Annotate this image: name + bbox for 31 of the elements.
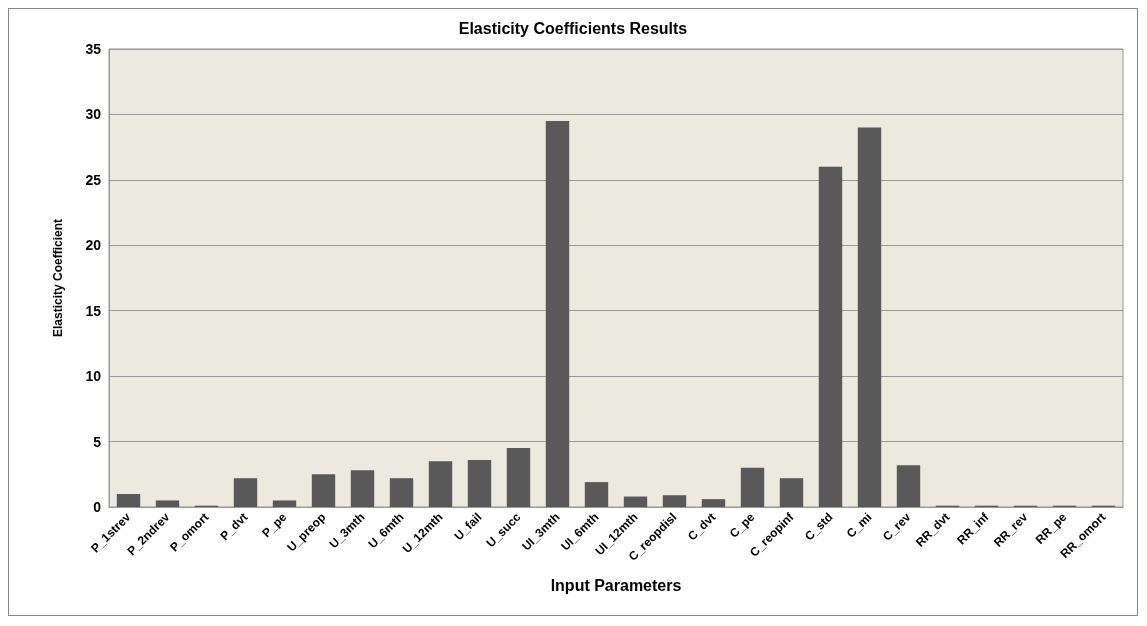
bar [701,499,726,507]
y-tick-label: 30 [85,106,102,123]
chart-title: Elasticity Coefficients Results [458,19,688,37]
y-tick-label: 20 [85,237,102,254]
bar [350,470,375,507]
bar [662,495,687,507]
bar [155,500,180,507]
bar [779,478,804,507]
bar [428,461,453,507]
y-tick-label: 10 [85,368,102,385]
bar [896,465,921,507]
y-axis-title: Elasticity Coefficient [51,218,65,338]
y-tick-label: 25 [85,171,102,188]
bar [584,482,609,507]
bar [857,127,882,507]
x-axis-title: Input Parameters [550,576,682,594]
bar [389,478,414,507]
bar [818,166,843,507]
y-tick-label: 35 [85,41,102,57]
bar [311,474,336,507]
bar [623,496,648,507]
y-tick-label: 0 [93,499,102,515]
bar [233,478,258,507]
bar [116,493,141,507]
bar [545,120,570,507]
bar [740,467,765,507]
bar [506,448,531,507]
bar [467,459,492,507]
y-tick-label: 5 [93,433,102,450]
y-tick-label: 15 [85,302,102,319]
bar [272,500,297,507]
